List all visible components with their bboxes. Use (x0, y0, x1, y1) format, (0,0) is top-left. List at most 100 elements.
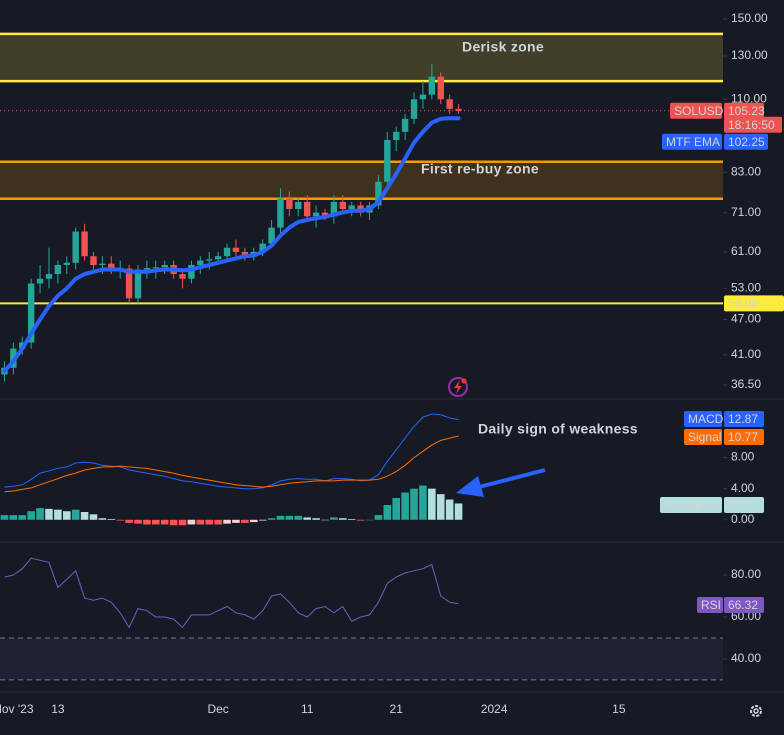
rsi-value-label: 66.32 (728, 598, 758, 612)
candle-body (161, 264, 168, 268)
x-tick-label: Nov '23 (0, 702, 34, 716)
indicator-name-label: Signal (688, 430, 721, 444)
histogram-bar (27, 511, 35, 520)
annotation: Daily sign of weakness (478, 421, 638, 437)
candle-body (45, 274, 53, 279)
y-tick-label: 150.00 (731, 11, 768, 25)
histogram-bar (45, 508, 53, 520)
candle-body (197, 260, 204, 265)
histogram-bar (267, 518, 276, 520)
indicator-name-label: MACD (688, 412, 724, 426)
x-tick-label: 15 (612, 702, 626, 716)
candle-body (81, 231, 88, 257)
histogram-bar (187, 519, 196, 525)
x-tick-label: 13 (51, 702, 65, 716)
candle-body (134, 269, 142, 299)
candle-body (401, 118, 409, 132)
histogram-bar (9, 515, 18, 520)
histogram-bar (276, 515, 285, 520)
histogram-bar (410, 488, 418, 520)
candle-body (437, 76, 444, 100)
candle-body (223, 247, 231, 257)
histogram-bar (258, 519, 267, 521)
y-tick-label: 83.00 (731, 164, 761, 178)
y-tick-label: 71.00 (731, 205, 761, 219)
histogram-bar (125, 519, 133, 523)
countdown-label: 18:16:50 (728, 118, 775, 132)
zone-label: Derisk zone (462, 39, 544, 55)
arrow-shaft (474, 468, 546, 490)
indicator-value-label: 10.77 (728, 430, 758, 444)
arrow (456, 468, 546, 497)
level-label-bg (724, 295, 784, 312)
y-tick-label: 41.00 (731, 347, 761, 361)
histogram-bar (196, 519, 205, 525)
histogram-bar (419, 485, 427, 520)
candle-body (446, 99, 453, 109)
y-tick-label: 110.00 (731, 91, 767, 105)
y-tick-label: 80.00 (731, 567, 761, 581)
histogram-bar (232, 519, 240, 523)
candle-body (428, 76, 436, 95)
y-tick-label: 130.00 (731, 48, 768, 62)
candle-body (348, 205, 355, 210)
histogram-bar (18, 515, 27, 520)
histogram-bar (54, 509, 62, 520)
level-label: 50.00 (728, 297, 758, 311)
histogram-bar (294, 515, 303, 520)
histogram-bar (214, 519, 222, 525)
histogram-bar (98, 518, 107, 520)
symbol-label: SOLUSD (674, 104, 724, 118)
candle-body (27, 283, 35, 343)
y-tick-label: 53.00 (731, 281, 761, 295)
histogram-bar (321, 519, 329, 521)
settings-icon[interactable] (750, 705, 762, 717)
indicator-name-label-bg (660, 497, 722, 513)
x-tick-label: 21 (390, 702, 404, 716)
rsi-value-label-bg (724, 597, 764, 613)
candle-body (303, 201, 311, 217)
x-tick-label: Dec (207, 702, 228, 716)
histogram-bar (312, 518, 320, 520)
candle-body (393, 131, 400, 140)
histogram-bar (445, 499, 454, 520)
ema-name-label: MTF EMA (666, 135, 720, 149)
histogram-bar (454, 503, 463, 520)
histogram-bar (116, 519, 125, 521)
candle-body (321, 212, 329, 217)
indicator-value-label-bg (724, 497, 764, 513)
alert-dot (461, 378, 467, 384)
candle-body (419, 94, 427, 100)
candle-body (72, 231, 79, 263)
histogram-bar (89, 514, 98, 520)
candle-body (179, 274, 186, 279)
zone-fill (0, 161, 723, 199)
alert-icon[interactable] (448, 377, 468, 397)
histogram-bar (365, 519, 374, 521)
histogram-bar (356, 519, 365, 521)
candle-body (206, 259, 213, 261)
histogram-bar (339, 518, 347, 520)
indicator-value-label: 2.10 (728, 498, 752, 512)
indicator-value-label-bg (724, 411, 764, 427)
alert-ring (448, 377, 468, 397)
histogram-bar (303, 517, 311, 520)
histogram-bar (330, 517, 338, 520)
histogram-bar (0, 515, 9, 520)
indicator-line (4, 435, 459, 493)
candle-body (455, 108, 462, 111)
alert-bolt (454, 380, 462, 394)
indicator-name-label-bg (684, 429, 722, 445)
histogram-bar (152, 519, 160, 525)
ema-name-label-bg (662, 133, 722, 150)
last-price-label: 105.23 (728, 104, 765, 118)
zone-label: First re-buy zone (421, 161, 539, 177)
histogram-bar (71, 509, 80, 520)
y-tick-label: 0.00 (731, 512, 755, 526)
histogram-bar (178, 519, 187, 526)
gear (750, 705, 762, 717)
candle-body (152, 267, 160, 269)
histogram-bar (169, 519, 178, 526)
